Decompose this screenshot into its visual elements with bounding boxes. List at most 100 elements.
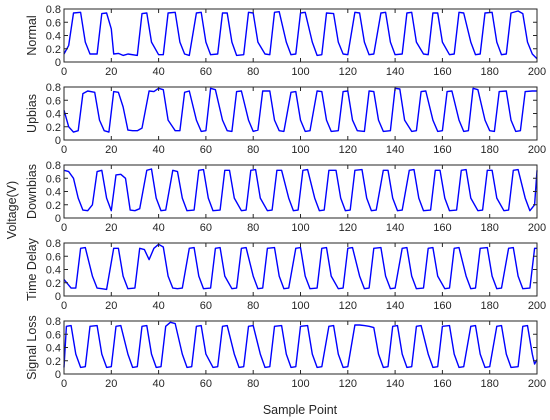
y-tick-label: 0 — [55, 291, 61, 303]
x-tick-label: 160 — [433, 300, 451, 312]
x-tick-label: 60 — [200, 66, 212, 78]
x-tick-label: 120 — [339, 144, 357, 156]
y-tick-label: 0 — [55, 213, 61, 225]
x-tick-label: 200 — [528, 66, 546, 78]
x-tick-label: 180 — [481, 144, 499, 156]
subplot-downbias: 0 20 40 60 80 100 120 140 160 180 200 00.20.4 0.60.8… — [25, 160, 546, 234]
y-tick-label: 0.6 — [46, 251, 61, 263]
panel-label-time-delay: Time Delay — [25, 237, 39, 300]
y-tick-label: 0.2 — [46, 44, 61, 56]
panel-label-upbias: Upbias — [25, 94, 39, 133]
x-tick-label: 140 — [386, 222, 404, 234]
x-tick-label: 40 — [152, 222, 164, 234]
x-tick-label: 20 — [105, 300, 117, 312]
x-tick-label: 100 — [291, 378, 309, 390]
x-tick-label: 180 — [481, 300, 499, 312]
x-tick-label: 140 — [386, 66, 404, 78]
x-tick-label: 120 — [339, 66, 357, 78]
y-tick-label: 0.6 — [46, 17, 61, 29]
x-tick-label: 0 — [61, 222, 67, 234]
x-tick-label: 80 — [247, 222, 259, 234]
x-tick-label: 140 — [386, 300, 404, 312]
y-tick-label: 0.2 — [46, 356, 61, 368]
y-tick-label: 0 — [55, 135, 61, 147]
y-tick-label: 0 — [55, 57, 61, 69]
y-axis-label: Voltage(V) — [5, 181, 19, 239]
x-tick-label: 80 — [247, 378, 259, 390]
x-tick-label: 60 — [200, 300, 212, 312]
y-tick-label: 0.4 — [46, 31, 61, 43]
x-tick-label: 0 — [61, 66, 67, 78]
x-tick-label: 160 — [433, 378, 451, 390]
panel-label-signal-loss: Signal Loss — [25, 315, 39, 380]
x-tick-label: 80 — [247, 66, 259, 78]
y-tick-label: 0.4 — [46, 343, 61, 355]
x-tick-label: 180 — [481, 378, 499, 390]
x-tick-label: 200 — [528, 300, 546, 312]
series-line-upbias — [63, 87, 537, 133]
y-tick-label: 0.8 — [46, 160, 61, 172]
x-tick-label: 60 — [200, 144, 212, 156]
subplot-time-delay: 0 20 40 60 80 100 120 140 160 180 200 00.20.4 0.60.8… — [25, 237, 546, 312]
x-tick-label: 0 — [61, 300, 67, 312]
subplot-normal: 0 20 40 60 80 100 120 140 160 180 200 00.20.4 0.60.8… — [25, 4, 546, 78]
x-tick-label: 100 — [291, 222, 309, 234]
y-tick-label: 0.4 — [46, 187, 61, 199]
x-tick-label: 80 — [247, 300, 259, 312]
subplot-upbias: 0 20 40 60 80 100 120 140 160 180 200 00.20.4 0.60.8… — [25, 82, 546, 156]
x-tick-label: 0 — [61, 144, 67, 156]
x-tick-label: 160 — [433, 222, 451, 234]
x-tick-label: 160 — [433, 144, 451, 156]
x-tick-label: 60 — [200, 222, 212, 234]
y-tick-label: 0.8 — [46, 238, 61, 250]
x-tick-label: 120 — [339, 300, 357, 312]
x-tick-label: 200 — [528, 378, 546, 390]
y-tick-label: 0 — [55, 369, 61, 381]
x-tick-label: 80 — [247, 144, 259, 156]
panel-label-normal: Normal — [25, 15, 39, 55]
x-tick-label: 100 — [291, 300, 309, 312]
plot-frame-upbias — [63, 86, 538, 141]
x-tick-label: 40 — [152, 66, 164, 78]
y-tick-label: 0.8 — [46, 4, 61, 16]
subplot-signal-loss: 0 20 40 60 80 100 120 140 160 180 200 00.20.4 0.60.8… — [25, 315, 546, 390]
x-tick-label: 140 — [386, 144, 404, 156]
x-tick-label: 40 — [152, 378, 164, 390]
x-tick-label: 20 — [105, 222, 117, 234]
y-tick-label: 0.8 — [46, 316, 61, 328]
y-tick-label: 0.8 — [46, 82, 61, 94]
series-line-normal — [63, 10, 538, 60]
series-line-downbias — [63, 168, 538, 212]
x-axis-label: Sample Point — [263, 403, 338, 417]
y-tick-label: 0.2 — [46, 278, 61, 290]
series-line-signal-loss — [63, 321, 538, 369]
y-tick-label: 0.4 — [46, 265, 61, 277]
y-tick-label: 0.2 — [46, 200, 61, 212]
x-tick-label: 180 — [481, 66, 499, 78]
x-tick-label: 200 — [528, 144, 546, 156]
panel-label-downbias: Downbias — [25, 164, 39, 219]
x-tick-label: 120 — [339, 378, 357, 390]
series-line-time-delay — [63, 243, 537, 291]
y-tick-label: 0.6 — [46, 95, 61, 107]
y-tick-label: 0.6 — [46, 173, 61, 185]
x-tick-label: 100 — [291, 144, 309, 156]
x-tick-label: 180 — [481, 222, 499, 234]
y-tick-label: 0.6 — [46, 329, 61, 341]
x-tick-label: 40 — [152, 300, 164, 312]
y-tick-label: 0.2 — [46, 122, 61, 134]
x-tick-label: 20 — [105, 66, 117, 78]
x-tick-label: 120 — [339, 222, 357, 234]
x-tick-label: 0 — [61, 378, 67, 390]
x-tick-label: 200 — [528, 222, 546, 234]
x-tick-label: 140 — [386, 378, 404, 390]
x-tick-label: 160 — [433, 66, 451, 78]
x-tick-label: 40 — [152, 144, 164, 156]
x-tick-label: 60 — [200, 378, 212, 390]
y-tick-label: 0.4 — [46, 109, 61, 121]
subplot-panels: 0 20 40 60 80 100 120 140 160 180 20000.20.40.60.8… — [25, 4, 546, 390]
x-tick-label: 100 — [291, 66, 309, 78]
x-tick-label: 20 — [105, 144, 117, 156]
x-tick-label: 20 — [105, 378, 117, 390]
